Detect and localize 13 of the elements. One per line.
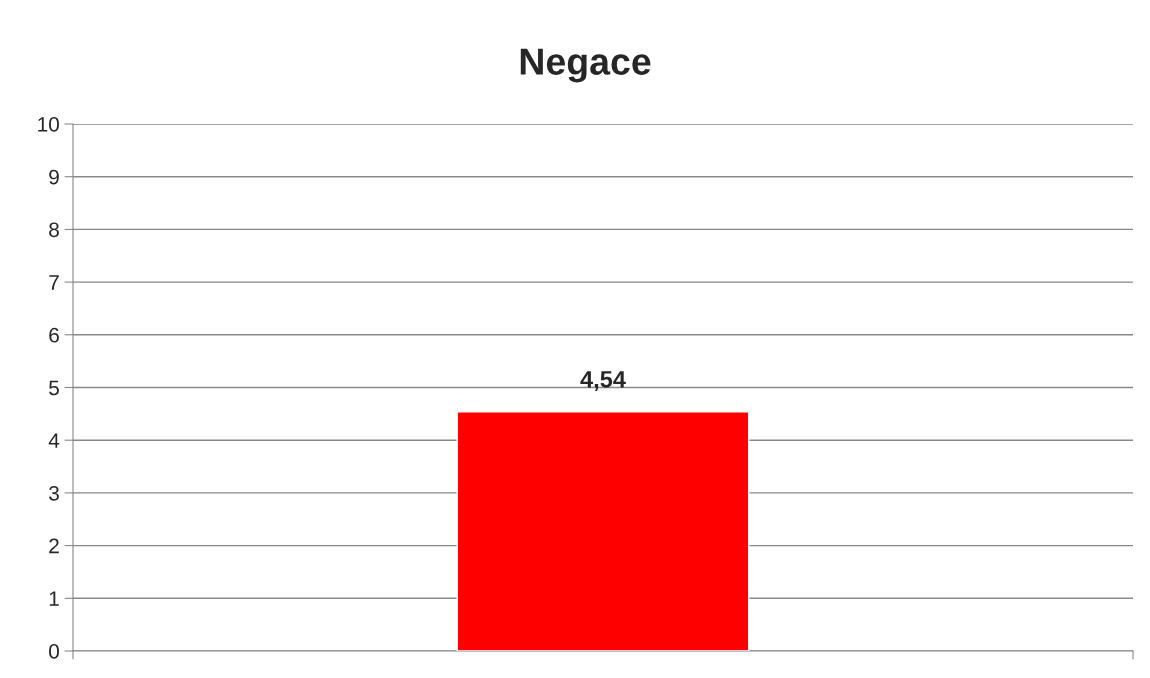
y-tick-label: 0 [49,644,59,659]
y-tick-label: 6 [49,327,59,343]
y-tick-label: 4 [48,433,60,448]
y-tick-label: 5 [49,380,59,396]
y-tick-label: 2 [49,538,59,554]
y-tick-label: 8 [49,222,59,238]
chart-title: Negace [520,48,651,83]
y-tick-label: 3 [49,485,59,501]
y-tick-label: 1 [49,591,59,606]
y-tick-label: 10 [38,117,59,132]
y-tick-label: 9 [49,169,59,185]
y-tick-label: 7 [49,275,59,290]
data-label: 4,54 [580,371,626,392]
